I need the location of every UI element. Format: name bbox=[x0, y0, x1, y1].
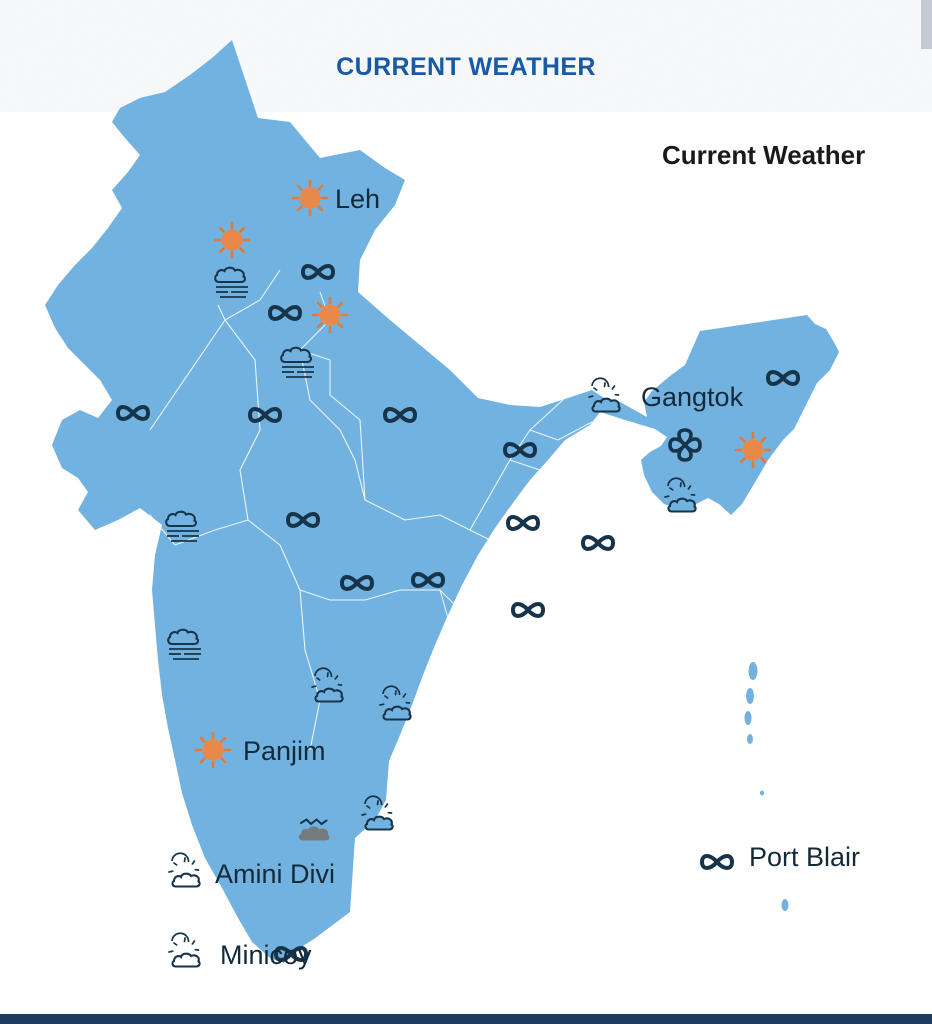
svg-text:Amini Divi: Amini Divi bbox=[215, 859, 335, 889]
svg-text:Panjim: Panjim bbox=[243, 736, 326, 766]
svg-text:Minicoy: Minicoy bbox=[220, 940, 312, 970]
svg-text:Gangtok: Gangtok bbox=[641, 382, 744, 412]
svg-text:Port Blair: Port Blair bbox=[749, 842, 860, 872]
svg-text:Leh: Leh bbox=[335, 184, 380, 214]
